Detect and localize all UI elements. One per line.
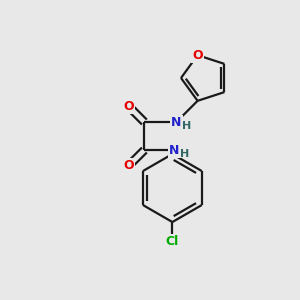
Text: H: H <box>182 121 191 131</box>
Text: O: O <box>124 100 134 113</box>
Text: N: N <box>171 116 182 128</box>
Text: O: O <box>124 159 134 172</box>
Text: H: H <box>180 149 189 159</box>
Text: Cl: Cl <box>166 235 179 248</box>
Text: N: N <box>169 143 180 157</box>
Text: O: O <box>192 49 203 62</box>
